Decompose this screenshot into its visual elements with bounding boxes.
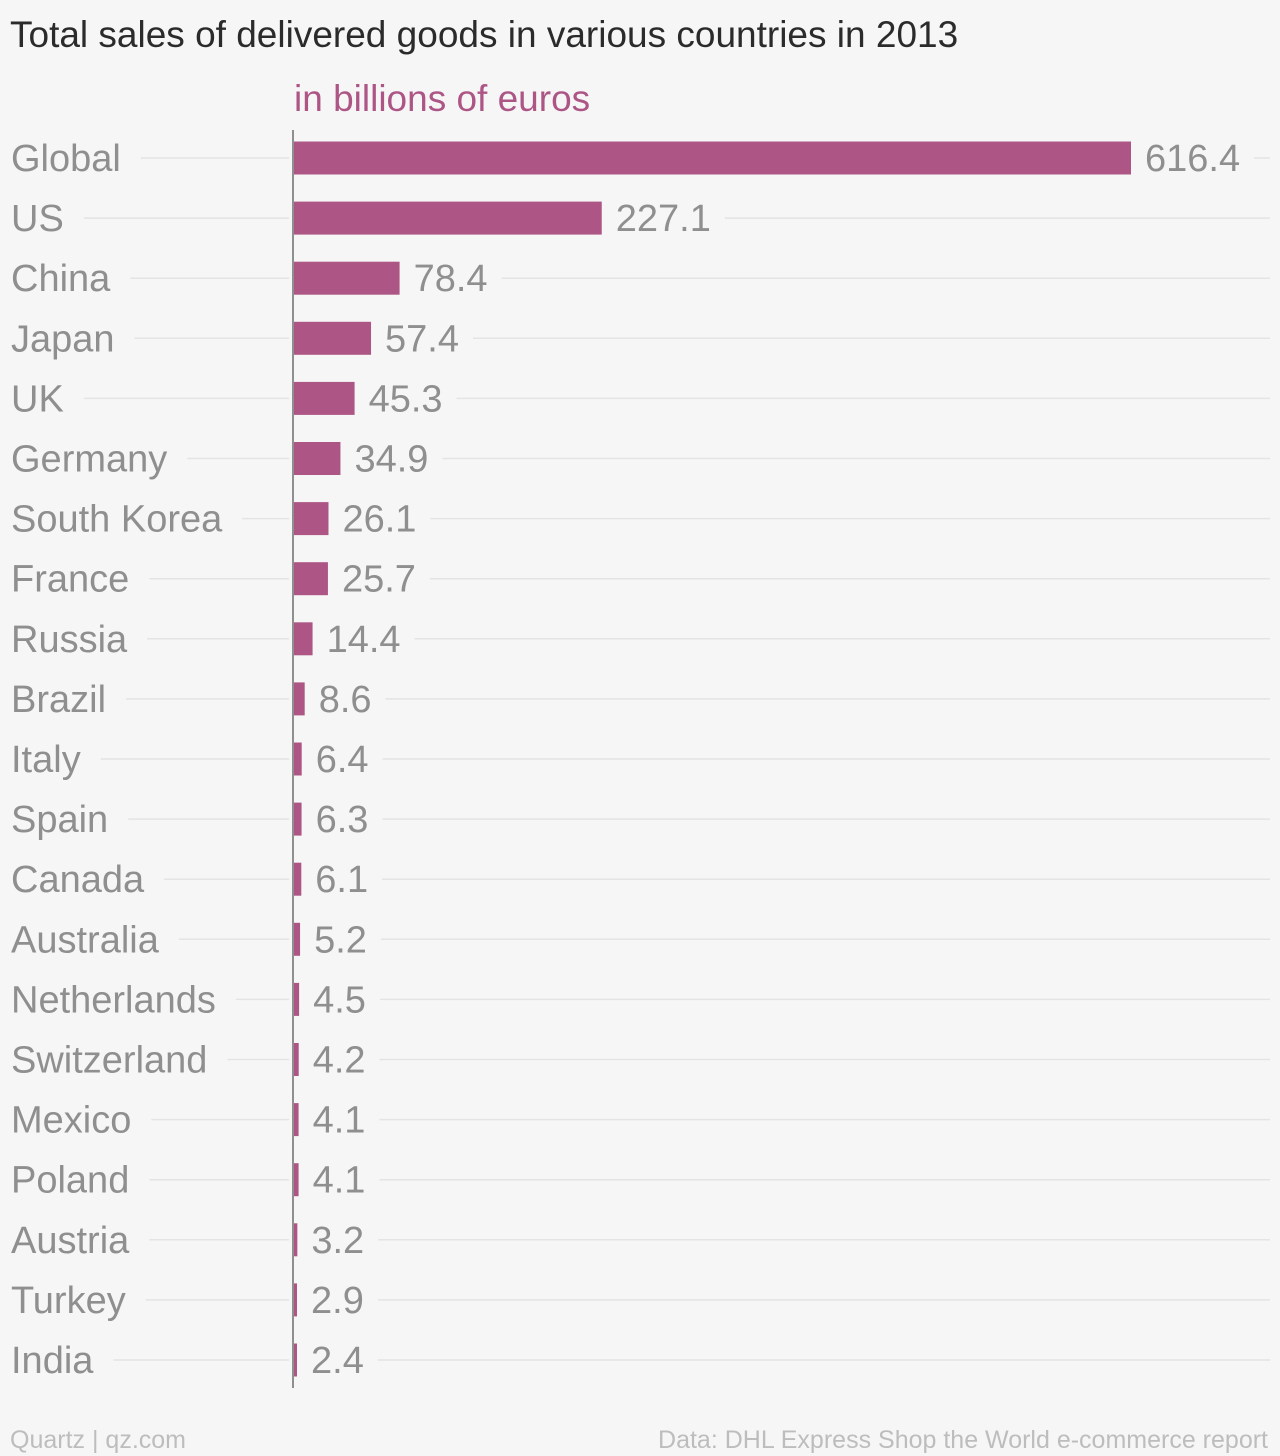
chart-title: Total sales of delivered goods in variou… <box>10 14 959 55</box>
value-label: 4.2 <box>313 1040 366 1082</box>
value-label: 34.9 <box>354 439 428 481</box>
category-label: Brazil <box>11 679 106 721</box>
value-label: 6.4 <box>316 739 369 781</box>
category-label: Mexico <box>11 1100 131 1142</box>
category-label: Netherlands <box>11 979 216 1021</box>
value-label: 4.1 <box>313 1100 366 1142</box>
bar <box>293 442 341 475</box>
value-label: 3.2 <box>311 1220 364 1262</box>
bar <box>293 922 301 956</box>
category-label: Switzerland <box>11 1040 207 1082</box>
bar <box>293 321 372 355</box>
bar-chart: Global 616.4 US 227.1 China 78.4 Japan 57.4 UK 45… <box>11 130 1270 1388</box>
value-label: 14.4 <box>327 619 401 661</box>
bar <box>293 141 1131 175</box>
bar <box>293 261 400 295</box>
bar <box>293 982 300 1016</box>
bar <box>293 1163 299 1197</box>
bar <box>293 502 329 536</box>
value-label: 616.4 <box>1145 138 1240 180</box>
category-label: China <box>11 258 111 300</box>
category-label: France <box>11 559 129 601</box>
category-label: Japan <box>11 318 115 360</box>
bar <box>293 802 302 836</box>
category-label: US <box>11 198 64 240</box>
value-label: 2.4 <box>311 1340 364 1382</box>
category-label: Spain <box>11 799 108 841</box>
value-label: 4.1 <box>313 1160 366 1202</box>
value-label: 45.3 <box>369 378 443 420</box>
value-label: 57.4 <box>385 318 459 360</box>
value-label: 6.1 <box>315 859 368 901</box>
value-label: 25.7 <box>342 559 416 601</box>
category-label: Austria <box>11 1220 130 1262</box>
value-label: 78.4 <box>414 258 488 300</box>
bar <box>293 862 302 896</box>
value-label: 2.9 <box>311 1280 364 1322</box>
bar <box>293 1343 297 1377</box>
bar <box>293 682 305 716</box>
bar <box>293 381 355 415</box>
category-label: Australia <box>11 919 160 961</box>
category-label: Italy <box>11 739 81 781</box>
bar <box>293 622 313 656</box>
bar <box>293 1043 299 1076</box>
value-label: 26.1 <box>342 499 416 541</box>
value-label: 4.5 <box>313 979 366 1021</box>
footer-source: Data: DHL Express Shop the World e-comme… <box>658 1426 1268 1454</box>
bar <box>293 1103 299 1137</box>
bar <box>293 201 602 235</box>
value-label: 227.1 <box>616 198 711 240</box>
category-label: Russia <box>11 619 128 661</box>
category-label: Turkey <box>11 1280 126 1322</box>
category-label: India <box>11 1340 94 1382</box>
value-label: 8.6 <box>319 679 372 721</box>
category-label: Global <box>11 138 121 180</box>
category-label: South Korea <box>11 499 223 541</box>
bar <box>293 562 328 596</box>
category-label: Canada <box>11 859 145 901</box>
chart-subtitle: in billions of euros <box>294 78 591 119</box>
category-label: Poland <box>11 1160 129 1202</box>
bar <box>293 742 302 776</box>
bar <box>293 1223 298 1257</box>
category-label: Germany <box>11 439 167 481</box>
value-label: 6.3 <box>316 799 369 841</box>
bar <box>293 1283 297 1317</box>
footer-credit: Quartz | qz.com <box>10 1426 186 1454</box>
category-label: UK <box>11 378 64 420</box>
value-label: 5.2 <box>314 919 367 961</box>
